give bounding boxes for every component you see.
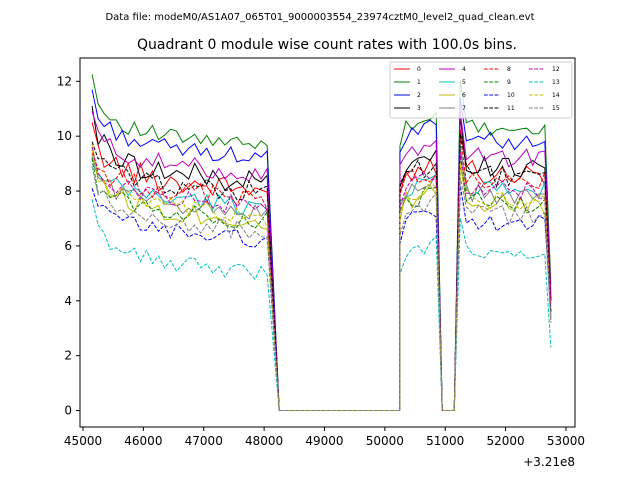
legend-label-4: 4 bbox=[462, 66, 466, 73]
y-tick-label: 0 bbox=[64, 404, 72, 418]
x-axis: 45000 46000 47000 48000 49000 50000 51000 52000… bbox=[64, 427, 585, 448]
y-axis: 0 2 4 6 8 10 12 bbox=[57, 74, 80, 418]
x-tick-label: 48000 bbox=[245, 434, 283, 448]
legend-label-10: 10 bbox=[507, 92, 515, 99]
legend-label-2: 2 bbox=[417, 92, 421, 99]
legend-label-11: 11 bbox=[507, 105, 515, 112]
series-line-13 bbox=[91, 199, 552, 412]
x-tick-label: 50000 bbox=[366, 434, 404, 448]
y-tick-label: 6 bbox=[64, 239, 72, 253]
legend-label-9: 9 bbox=[507, 79, 511, 86]
suptitle: Data file: modeM0/AS1A07_065T01_90000035… bbox=[105, 12, 534, 23]
legend-label-15: 15 bbox=[552, 105, 560, 112]
chart-title: Quadrant 0 module wise count rates with … bbox=[137, 37, 517, 53]
legend-label-5: 5 bbox=[462, 79, 466, 86]
series-line-10 bbox=[91, 185, 552, 412]
legend-label-6: 6 bbox=[462, 92, 466, 99]
x-tick-label: 52000 bbox=[486, 434, 524, 448]
legend-label-14: 14 bbox=[552, 92, 560, 99]
legend-label-7: 7 bbox=[462, 105, 466, 112]
y-tick-label: 4 bbox=[64, 294, 72, 308]
x-tick-label: 53000 bbox=[547, 434, 585, 448]
plot-area bbox=[91, 74, 552, 412]
legend-label-12: 12 bbox=[552, 66, 560, 73]
y-tick-label: 10 bbox=[57, 129, 72, 143]
y-tick-label: 12 bbox=[57, 74, 72, 88]
x-tick-label: 51000 bbox=[426, 434, 464, 448]
series-line-15 bbox=[91, 166, 552, 412]
y-tick-label: 8 bbox=[64, 184, 72, 198]
x-tick-label: 49000 bbox=[305, 434, 343, 448]
y-tick-label: 2 bbox=[64, 349, 72, 363]
legend-box bbox=[389, 61, 573, 119]
series-line-11 bbox=[91, 133, 552, 412]
legend-label-1: 1 bbox=[417, 79, 421, 86]
legend-label-0: 0 bbox=[417, 66, 421, 73]
x-tick-label: 46000 bbox=[124, 434, 162, 448]
series-line-14 bbox=[91, 149, 552, 412]
series-line-8 bbox=[91, 134, 552, 412]
legend-label-8: 8 bbox=[507, 66, 511, 73]
legend-label-3: 3 bbox=[417, 105, 421, 112]
legend-label-13: 13 bbox=[552, 79, 560, 86]
axes-frame bbox=[79, 57, 576, 428]
x-tick-label: 45000 bbox=[64, 434, 102, 448]
x-offset-label: +3.21e8 bbox=[523, 455, 575, 469]
x-tick-label: 47000 bbox=[185, 434, 223, 448]
